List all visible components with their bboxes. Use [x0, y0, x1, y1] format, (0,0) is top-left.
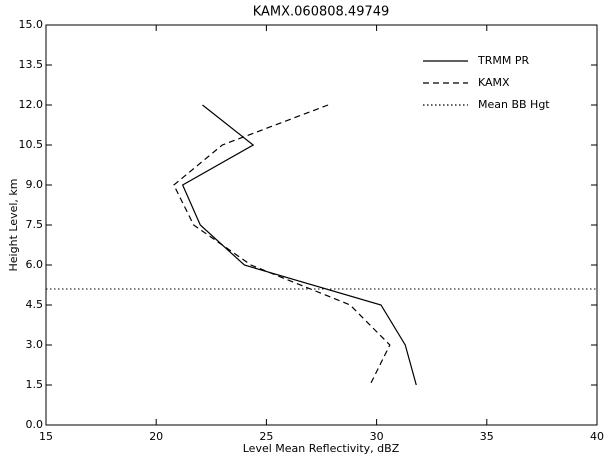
- y-tick-label: 12.0: [19, 98, 44, 111]
- x-tick-label: 30: [370, 430, 384, 443]
- series-line: [173, 104, 391, 386]
- y-tick-label: 4.5: [26, 298, 44, 311]
- y-tick-label: 13.5: [19, 58, 44, 71]
- series-line: [181, 104, 417, 386]
- y-tick-label: 15.0: [19, 18, 44, 31]
- y-tick-label: 1.5: [26, 378, 44, 391]
- x-tick-label: 15: [39, 430, 53, 443]
- y-tick-label: 0.0: [26, 418, 44, 431]
- x-tick-label: 35: [480, 430, 494, 443]
- chart-title: KAMX.060808.49749: [253, 5, 390, 20]
- x-tick-label: 20: [149, 430, 163, 443]
- x-tick-label: 25: [259, 430, 273, 443]
- y-tick-label: 7.5: [26, 218, 44, 231]
- y-tick-label: 9.0: [26, 178, 44, 191]
- x-tick-label: 40: [590, 430, 604, 443]
- x-axis-label: Level Mean Reflectivity, dBZ: [243, 442, 400, 455]
- legend-label: KAMX: [478, 76, 510, 89]
- legend-label: Mean BB Hgt: [478, 98, 550, 111]
- y-axis-label: Height Level, km: [7, 179, 20, 272]
- y-tick-label: 10.5: [19, 138, 44, 151]
- y-tick-label: 6.0: [26, 258, 44, 271]
- legend-label: TRMM PR: [477, 54, 529, 67]
- y-tick-label: 3.0: [26, 338, 44, 351]
- plot-frame: [45, 24, 598, 426]
